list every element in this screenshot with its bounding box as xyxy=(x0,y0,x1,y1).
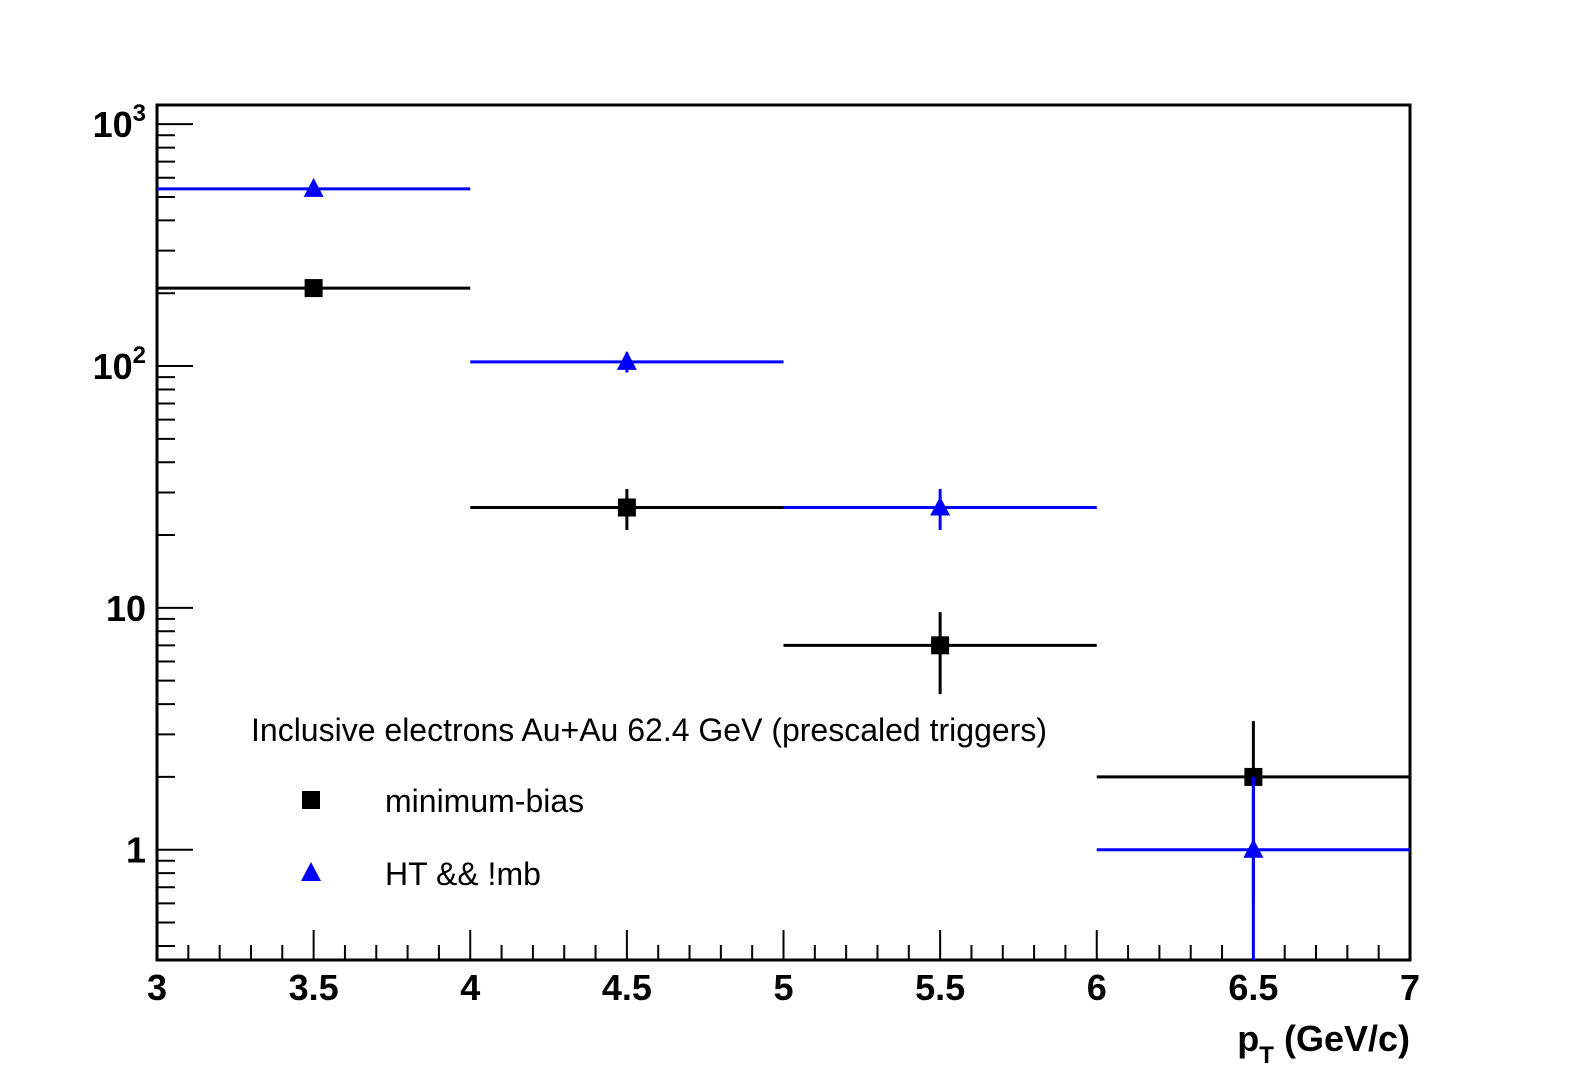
x-axis-title-main: p xyxy=(1237,1018,1259,1059)
x-axis-title-rest: (GeV/c) xyxy=(1274,1018,1410,1059)
y-tick-label-exponent: 2 xyxy=(133,342,146,369)
data-point-marker xyxy=(931,636,950,655)
data-point-marker xyxy=(930,496,951,516)
data-series xyxy=(157,177,1410,960)
x-tick-label: 4.5 xyxy=(602,967,652,1008)
y-tick-label-base: 10 xyxy=(106,588,146,629)
legend: Inclusive electrons Au+Au 62.4 GeV (pres… xyxy=(251,712,1047,892)
x-axis-title-subscript: T xyxy=(1259,1042,1274,1069)
x-tick-label: 5 xyxy=(773,967,793,1008)
series-ht-not-mb xyxy=(157,177,1410,960)
x-tick-label: 5.5 xyxy=(915,967,965,1008)
series-minimum-bias xyxy=(157,279,1410,904)
plot-border xyxy=(155,103,1412,962)
x-tick-label: 6 xyxy=(1087,967,1107,1008)
x-axis: 3 3.5 4 4.5 5 5.5 6 6.5 7 xyxy=(147,930,1420,1008)
x-tick-label: 3.5 xyxy=(289,967,339,1008)
x-tick-label: 7 xyxy=(1400,967,1420,1008)
data-point-marker xyxy=(303,177,324,197)
x-tick-label: 4 xyxy=(460,967,480,1008)
y-tick-label: 10 xyxy=(106,588,146,629)
y-tick-label-base: 10 xyxy=(93,104,133,145)
legend-header: Inclusive electrons Au+Au 62.4 GeV (pres… xyxy=(251,712,1047,748)
data-point-marker xyxy=(1243,838,1264,858)
data-point-marker xyxy=(304,279,323,298)
y-tick-label: 102 xyxy=(93,342,146,387)
data-point-marker xyxy=(616,350,637,370)
y-tick-label-base: 10 xyxy=(93,346,133,387)
y-tick-label: 103 xyxy=(93,100,146,145)
legend-label: HT && !mb xyxy=(385,856,541,892)
plot-frame xyxy=(155,103,1412,962)
x-tick-label: 6.5 xyxy=(1228,967,1278,1008)
legend-marker xyxy=(302,791,320,809)
data-point-marker xyxy=(617,498,636,517)
y-tick-label-exponent: 3 xyxy=(133,100,146,127)
x-tick-label: 3 xyxy=(147,967,167,1008)
legend-label: minimum-bias xyxy=(385,783,584,819)
x-axis-title: pT (GeV/c) xyxy=(1237,1018,1410,1069)
legend-marker xyxy=(301,862,321,881)
y-tick-label: 1 xyxy=(126,830,146,871)
y-tick-label-base: 1 xyxy=(126,830,146,871)
